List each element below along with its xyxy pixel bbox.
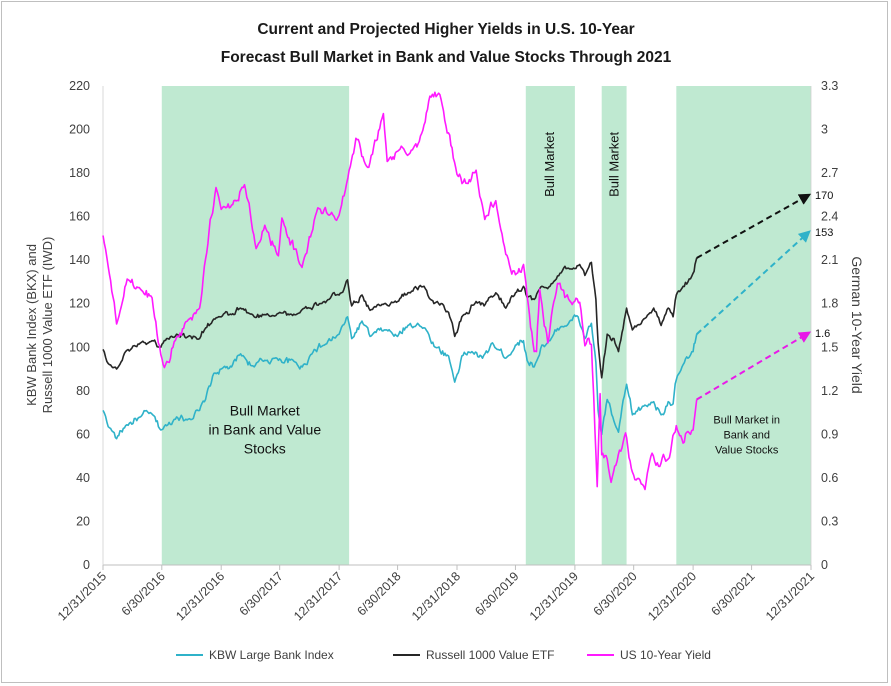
right-tick-label: 1.2 [821, 384, 838, 398]
x-tick-label: 12/31/2020 [645, 569, 699, 623]
x-tick-label: 12/31/2019 [527, 569, 581, 623]
right-axis-title: German 10-Year Yield [849, 256, 865, 393]
projection-end-label: 170 [815, 190, 833, 202]
x-tick-label: 12/31/2016 [173, 569, 227, 623]
series-line-russell-1000-value-etf [102, 257, 698, 379]
annotation-line: Stocks [244, 440, 286, 456]
right-axis-ticks: 0 0.3 0.6 0.9 1.2 1.5 1.8 2.1 2.4 2.7 3 3.3 [821, 79, 838, 572]
legend-label-yield: US 10-Year Yield [620, 648, 711, 662]
shaded-region-4 [676, 86, 811, 565]
x-tick-label: 6/30/2017 [237, 569, 286, 618]
left-tick-label: 40 [76, 471, 90, 485]
annotation-text: Bull Market [606, 131, 621, 196]
x-tick-label: 12/31/2018 [409, 569, 463, 623]
legend-item-kbw: KBW Large Bank Index [176, 648, 334, 662]
chart-title-line-1: Current and Projected Higher Yields in U… [257, 21, 634, 38]
shaded-regions [161, 86, 811, 565]
x-axis-ticks: 12/31/2015 6/30/2016 12/31/2016 6/30/2017 12… [55, 565, 817, 623]
annotation-line: Bank and [723, 430, 769, 442]
left-axis-title: KBW Bank Index (BKX) and Russell 1000 Va… [24, 237, 55, 414]
chart-title-line-2: Forecast Bull Market in Bank and Value S… [221, 49, 672, 66]
projection-arrow-2 [696, 193, 812, 259]
left-tick-label: 200 [69, 123, 90, 137]
annotation-1: Bull Market in Bank and Value Stocks [209, 402, 322, 456]
left-tick-label: 0 [83, 558, 90, 572]
annotation-line: Bull Market [230, 402, 300, 418]
projection-end-label: 1.6 [815, 328, 830, 340]
left-tick-label: 20 [76, 514, 90, 528]
x-tick-label: 6/30/2016 [119, 569, 168, 618]
legend-label-russell: Russell 1000 Value ETF [426, 648, 555, 662]
x-tick-label: 12/31/2015 [55, 569, 109, 623]
annotation-text: Bull Market [542, 131, 557, 196]
shaded-region-1 [161, 86, 350, 565]
x-tick-label: 6/30/2020 [591, 569, 640, 618]
right-tick-label: 0 [821, 558, 828, 572]
series-lines [102, 91, 698, 491]
left-axis-title-line-2: Russell 1000 Value ETF (IWD) [40, 237, 55, 414]
right-tick-label: 0.3 [821, 514, 838, 528]
projection-arrows: 153 170 1.6 [695, 190, 833, 401]
right-tick-label: 2.4 [821, 210, 838, 224]
x-tick-label: 6/30/2018 [354, 569, 403, 618]
annotation-line: Value Stocks [715, 445, 779, 457]
legend-label-kbw: KBW Large Bank Index [209, 648, 334, 662]
right-tick-label: 0.9 [821, 427, 838, 441]
left-tick-label: 60 [76, 427, 90, 441]
left-tick-label: 140 [69, 253, 90, 267]
x-tick-label: 6/30/2021 [708, 569, 757, 618]
series-line-us-10-year-yield [102, 91, 698, 491]
left-tick-label: 160 [69, 210, 90, 224]
legend-item-yield: US 10-Year Yield [587, 648, 711, 662]
left-tick-label: 120 [69, 297, 90, 311]
right-tick-label: 1.8 [821, 297, 838, 311]
right-tick-label: 0.6 [821, 471, 838, 485]
left-tick-label: 80 [76, 384, 90, 398]
x-tick-label: 6/30/2019 [472, 569, 521, 618]
right-tick-label: 3 [821, 123, 828, 137]
left-tick-label: 100 [69, 340, 90, 354]
projection-arrow-1 [695, 230, 811, 335]
legend: KBW Large Bank Index Russell 1000 Value … [176, 648, 711, 662]
left-tick-label: 180 [69, 166, 90, 180]
annotation-line: in Bank and Value [209, 421, 322, 437]
right-tick-label: 2.1 [821, 253, 838, 267]
right-tick-label: 2.7 [821, 166, 838, 180]
left-axis-ticks: 0 20 40 60 80 100 120 140 160 180 200 220 [69, 79, 90, 572]
x-tick-label: 12/31/2017 [291, 569, 345, 623]
shaded-region-3 [601, 86, 627, 565]
annotation-2: Bull Market in Bank and Value Stocks [713, 415, 780, 457]
right-tick-label: 3.3 [821, 79, 838, 93]
left-tick-label: 220 [69, 79, 90, 93]
x-tick-label: 12/31/2021 [763, 569, 817, 623]
annotation-bull-market-rotated: Bull Market [606, 131, 621, 196]
left-axis-title-line-1: KBW Bank Index (BKX) and [24, 244, 39, 406]
annotation-bull-market-rotated: Bull Market [542, 131, 557, 196]
right-axis-title-text: German 10-Year Yield [849, 256, 865, 393]
legend-item-russell: Russell 1000 Value ETF [393, 648, 555, 662]
projection-arrow-3 [696, 331, 812, 401]
annotation-line: Bull Market in [713, 415, 780, 427]
right-tick-label: 1.5 [821, 340, 838, 354]
projection-end-label: 153 [815, 227, 833, 239]
